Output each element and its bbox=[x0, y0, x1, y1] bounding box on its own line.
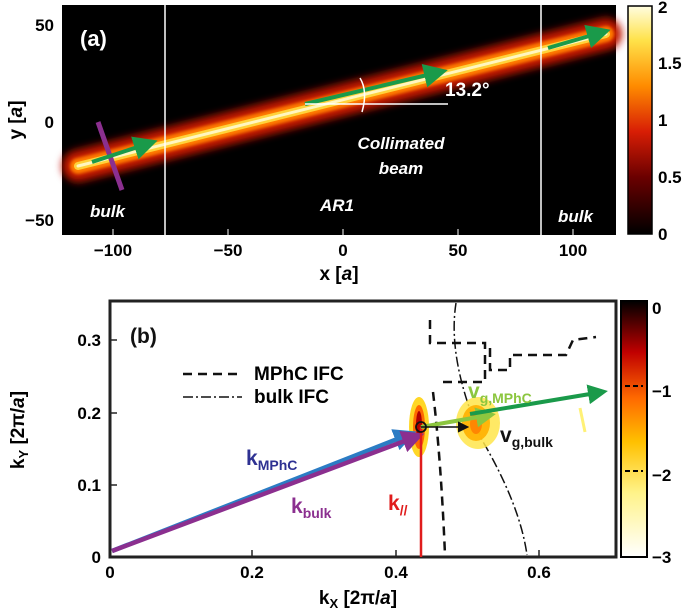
panel-a-xlabel: x [a] bbox=[319, 264, 358, 285]
cbar-a-tick: 2 bbox=[658, 0, 667, 17]
panel-b-yticks: 0 0.1 0.2 0.3 bbox=[77, 331, 117, 567]
b-ytick: 0.3 bbox=[77, 331, 101, 350]
angle-label: 13.2° bbox=[445, 80, 490, 101]
bulk-label-left: bulk bbox=[90, 202, 126, 221]
b-ytick: 0.2 bbox=[77, 404, 101, 423]
beam-label-line2: beam bbox=[379, 159, 423, 178]
a-xtick: −50 bbox=[214, 241, 243, 260]
a-ytick: 0 bbox=[45, 113, 54, 132]
heat-spot-small bbox=[578, 407, 587, 433]
region-label: AR1 bbox=[319, 196, 354, 215]
mphc-ifc-curve bbox=[431, 391, 447, 556]
cbar-a-tick: 0.5 bbox=[658, 168, 682, 187]
k-bulk-label: kbulk bbox=[291, 495, 332, 521]
vg-bulk-label: vg,bulk bbox=[500, 424, 553, 450]
b-ytick: 0.1 bbox=[77, 476, 101, 495]
legend-mphc-label: MPhC IFC bbox=[254, 364, 344, 385]
cbar-a-tick: 0 bbox=[658, 225, 667, 244]
bulk-ifc-curve bbox=[453, 302, 528, 556]
colorbar-b bbox=[620, 300, 648, 558]
beam-label-line1: Collimated bbox=[358, 134, 446, 153]
k-mphc-label: kMPhC bbox=[246, 447, 297, 473]
k-bulk-vector bbox=[111, 431, 425, 554]
beam-direction-arrow bbox=[469, 384, 608, 416]
panel-b-xlabel: kX [2π/a] bbox=[319, 588, 397, 611]
colorbar-a bbox=[627, 5, 653, 235]
cbar-b-tick: −3 bbox=[652, 548, 671, 567]
bulk-label-right: bulk bbox=[558, 207, 594, 226]
mphc-ifc-upper bbox=[428, 314, 597, 384]
panel-a-xticks: −100 −50 0 50 100 bbox=[94, 229, 587, 260]
angle-arc bbox=[359, 77, 366, 113]
origin-circle bbox=[415, 421, 427, 433]
b-xtick: 0.4 bbox=[384, 563, 408, 582]
panel-a-label: (a) bbox=[80, 26, 107, 51]
panel-a: (a) 13.2° Collimated beam bulk bulk AR1 … bbox=[6, 0, 682, 285]
panel-b-label: (b) bbox=[130, 325, 157, 348]
b-xtick: 0.2 bbox=[240, 563, 264, 582]
panel-a-ylabel: y [a] bbox=[6, 100, 27, 139]
legend-bulk-label: bulk IFC bbox=[254, 387, 329, 408]
cbar-a-tick: 1 bbox=[658, 111, 667, 130]
vg-mphc-vector bbox=[420, 407, 496, 429]
b-xtick: 0 bbox=[105, 563, 114, 582]
legend: MPhC IFC bulk IFC bbox=[183, 364, 344, 408]
a-xtick: 100 bbox=[559, 241, 587, 260]
b-ytick: 0 bbox=[92, 548, 101, 567]
panel-b-ylabel: kY [2π/a] bbox=[8, 391, 31, 469]
cbar-b-tick: −1 bbox=[652, 382, 671, 401]
green-arrow-right bbox=[547, 24, 611, 50]
a-ytick: −50 bbox=[25, 211, 54, 230]
a-xtick: 50 bbox=[449, 241, 468, 260]
cbar-b-tick: 0 bbox=[652, 299, 661, 318]
b-xtick: 0.6 bbox=[527, 563, 551, 582]
cbar-b-tick: −2 bbox=[652, 466, 671, 485]
panel-b-plot-area bbox=[108, 299, 618, 559]
a-xtick: −100 bbox=[94, 241, 132, 260]
green-arrow-center bbox=[304, 64, 448, 106]
green-arrow-left bbox=[91, 136, 158, 164]
collimated-beam bbox=[62, 18, 622, 182]
panel-b: MPhC IFC bulk IFC (b) kMPhC kbulk k// vg… bbox=[8, 299, 671, 611]
a-ytick: 50 bbox=[35, 16, 54, 35]
k-parallel-label: k// bbox=[388, 492, 408, 518]
a-xtick: 0 bbox=[338, 241, 347, 260]
cbar-a-tick: 1.5 bbox=[658, 54, 682, 73]
colorbar-a-ticks: 2 1.5 1 0.5 0 bbox=[658, 0, 682, 244]
panel-a-yticks: 50 0 −50 bbox=[25, 16, 54, 230]
vg-mphc-label: vg,MPhC bbox=[468, 380, 532, 406]
panel-b-xticks: 0 0.2 0.4 0.6 bbox=[105, 550, 551, 582]
colorbar-b-ticks: 0 −1 −2 −3 bbox=[652, 299, 671, 567]
